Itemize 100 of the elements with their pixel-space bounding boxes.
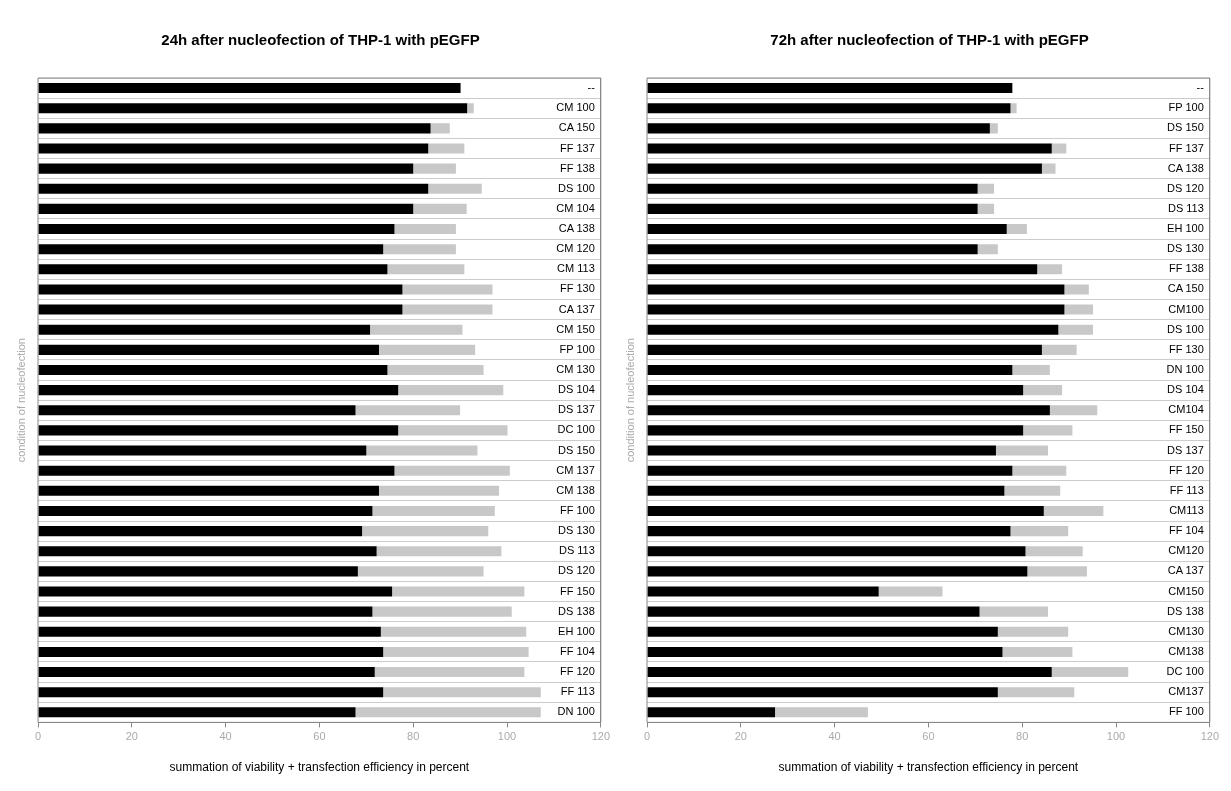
bar: [366, 445, 478, 456]
bar: [647, 324, 1059, 335]
bar: [394, 224, 456, 235]
y-tick-label: CA 150: [558, 121, 595, 134]
y-tick-label: CA 138: [558, 222, 595, 235]
y-tick-label: --: [587, 81, 596, 94]
bar: [647, 646, 1003, 657]
y-tick-label: DS 138: [558, 604, 595, 617]
y-tick-label: CM130: [1168, 624, 1204, 637]
x-tick-label: 20: [125, 730, 138, 743]
bar: [1037, 264, 1063, 275]
x-tick-label: 60: [922, 730, 935, 743]
y-tick-label: FF 120: [1168, 463, 1204, 476]
bar: [38, 546, 377, 557]
bar: [647, 344, 1042, 355]
bar: [392, 586, 525, 597]
bar: [38, 646, 384, 657]
bar: [38, 586, 393, 597]
bar: [647, 465, 1013, 476]
bar: [1010, 526, 1069, 537]
y-tick-label: CM 113: [557, 262, 595, 275]
bar: [979, 606, 1049, 617]
bar: [372, 505, 495, 516]
bar: [775, 707, 868, 718]
y-tick-label: FF 130: [1168, 342, 1204, 355]
bar: [647, 183, 978, 194]
y-tick-label: CM120: [1168, 544, 1204, 557]
bar: [38, 183, 429, 194]
bar: [1064, 284, 1089, 295]
bar: [383, 646, 529, 657]
bar: [38, 224, 395, 235]
bar: [647, 425, 1024, 436]
y-tick-label: FF 150: [1168, 423, 1204, 436]
y-tick-label: DS 113: [558, 544, 595, 557]
y-tick-label: DS 120: [1167, 181, 1204, 194]
bar: [647, 707, 776, 718]
bar: [647, 364, 1013, 376]
y-tick-label: FF 150: [559, 584, 595, 597]
bar: [997, 626, 1069, 637]
y-tick-label: CM137: [1168, 685, 1204, 698]
bar: [374, 667, 525, 678]
y-tick-label: CM138: [1168, 644, 1204, 657]
bar: [38, 324, 371, 335]
bar: [977, 244, 998, 255]
bar: [878, 586, 943, 597]
bar: [647, 163, 1042, 174]
x-tick-label: 120: [1200, 730, 1219, 743]
y-tick-label: CM 137: [556, 463, 595, 476]
bar: [1010, 103, 1017, 114]
bar: [647, 224, 1007, 235]
bar: [1002, 646, 1073, 657]
bar: [38, 687, 384, 698]
bar: [38, 485, 379, 496]
bar: [428, 183, 482, 194]
y-tick-label: FF 138: [1168, 262, 1204, 275]
bar: [38, 425, 399, 436]
y-tick-label: DS 100: [1167, 322, 1204, 335]
bar: [647, 626, 998, 637]
bar: [355, 707, 541, 718]
x-tick-label: 0: [643, 730, 651, 743]
bar: [378, 485, 500, 496]
bar: [1041, 163, 1056, 174]
y-tick-label: DC 100: [557, 423, 595, 436]
bar: [428, 143, 465, 154]
bar: [398, 425, 508, 436]
y-tick-label: CM 104: [556, 201, 595, 214]
y-tick-label: FF 100: [1168, 705, 1204, 718]
y-tick-label: CA 137: [1167, 564, 1204, 577]
y-tick-label: DS 150: [558, 443, 595, 456]
y-tick-label: CA 150: [1167, 282, 1204, 295]
bar: [383, 687, 541, 698]
bar: [38, 566, 358, 577]
bar: [38, 626, 381, 637]
bar: [38, 103, 468, 114]
y-tick-label: EH 100: [558, 624, 595, 637]
y-tick-label: FF 137: [1168, 141, 1204, 154]
bar: [38, 707, 356, 718]
bar: [647, 385, 1024, 396]
bar: [977, 183, 995, 194]
bar: [38, 526, 363, 537]
x-tick-label: 80: [1016, 730, 1029, 743]
bar: [467, 103, 474, 114]
bar: [647, 244, 978, 255]
bar: [1043, 505, 1104, 516]
bar: [402, 284, 493, 295]
bar: [398, 385, 504, 396]
y-tick-label: DS 150: [1167, 121, 1204, 134]
y-tick-label: --: [1196, 81, 1205, 94]
bar: [383, 244, 456, 255]
bar: [1006, 224, 1027, 235]
bar: [647, 586, 879, 597]
y-tick-label: CM150: [1168, 584, 1204, 597]
y-tick-label: FF 120: [559, 665, 595, 678]
bar: [647, 606, 980, 617]
bar: [1041, 344, 1077, 355]
y-tick-label: DS 113: [1167, 201, 1204, 214]
bar: [376, 546, 502, 557]
bar: [1049, 405, 1098, 416]
y-tick-label: DS 137: [1167, 443, 1204, 456]
bar: [647, 284, 1065, 295]
